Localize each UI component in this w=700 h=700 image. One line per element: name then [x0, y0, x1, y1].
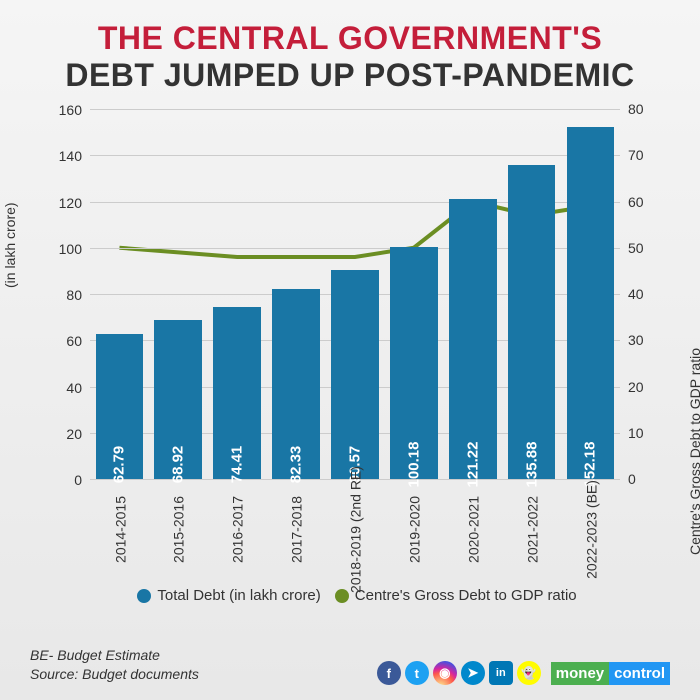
title-line2: DEBT JUMPED UP POST-PANDEMIC — [30, 57, 670, 94]
y-right-tick: 20 — [620, 379, 644, 395]
y-left-tick: 80 — [66, 287, 90, 303]
y-right-tick: 80 — [620, 101, 644, 117]
facebook-icon[interactable]: f — [377, 661, 401, 685]
bar-value-label: 82.33 — [288, 446, 305, 484]
bar-value-label: 100.18 — [405, 442, 422, 488]
y-right-tick: 30 — [620, 332, 644, 348]
chart-area: 0204060801001201401600102030405060708062… — [90, 109, 620, 479]
snapchat-icon[interactable]: 👻 — [517, 661, 541, 685]
x-axis-labels: 2014-20152015-20162016-20172017-20182018… — [90, 487, 620, 572]
y-left-tick: 120 — [59, 195, 90, 211]
bar: 90.57 — [331, 270, 379, 479]
x-tick-label: 2022-2023 (BE) — [548, 506, 633, 554]
title-line1: THE CENTRAL GOVERNMENT'S — [30, 20, 670, 57]
bar-value-label: 62.79 — [111, 446, 128, 484]
footer-note-1: BE- Budget Estimate — [30, 646, 199, 666]
right-axis-title: Centre's Gross Debt to GDP ratio — [687, 348, 700, 555]
y-left-tick: 40 — [66, 380, 90, 396]
linkedin-icon[interactable]: in — [489, 661, 513, 685]
bar: 121.22 — [449, 199, 497, 479]
bar-value-label: 68.92 — [170, 446, 187, 484]
twitter-icon[interactable]: t — [405, 661, 429, 685]
bar-value-label: 121.22 — [464, 442, 481, 488]
y-left-tick: 140 — [59, 148, 90, 164]
y-left-tick: 60 — [66, 333, 90, 349]
bar: 135.88 — [508, 165, 556, 479]
legend-label: Centre's Gross Debt to GDP ratio — [355, 587, 577, 604]
y-right-tick: 0 — [620, 471, 636, 487]
y-right-tick: 40 — [620, 286, 644, 302]
bar-value-label: 135.88 — [523, 442, 540, 488]
y-right-tick: 10 — [620, 425, 644, 441]
telegram-icon[interactable]: ➤ — [461, 661, 485, 685]
footer-note-2: Source: Budget documents — [30, 665, 199, 685]
legend-label: Total Debt (in lakh crore) — [157, 587, 320, 604]
y-left-tick: 100 — [59, 241, 90, 257]
legend-bullet — [137, 589, 151, 603]
bar: 152.18 — [567, 127, 615, 479]
y-right-tick: 60 — [620, 194, 644, 210]
y-right-tick: 70 — [620, 147, 644, 163]
bars: 62.7968.9274.4182.3390.57100.18121.22135… — [90, 109, 620, 479]
bar-value-label: 74.41 — [229, 446, 246, 484]
y-left-tick: 0 — [74, 472, 90, 488]
bar: 74.41 — [213, 307, 261, 479]
y-left-tick: 160 — [59, 102, 90, 118]
social-icons: ft◉➤in👻 moneycontrol — [377, 661, 670, 685]
bar: 62.79 — [96, 334, 144, 479]
bar: 82.33 — [272, 289, 320, 479]
footer: BE- Budget Estimate Source: Budget docum… — [30, 646, 670, 685]
moneycontrol-logo[interactable]: moneycontrol — [551, 662, 670, 685]
bar: 68.92 — [154, 320, 202, 479]
bar: 100.18 — [390, 247, 438, 479]
y-right-tick: 50 — [620, 240, 644, 256]
instagram-icon[interactable]: ◉ — [433, 661, 457, 685]
left-axis-title: (in lakh crore) — [2, 202, 18, 288]
y-left-tick: 20 — [66, 426, 90, 442]
